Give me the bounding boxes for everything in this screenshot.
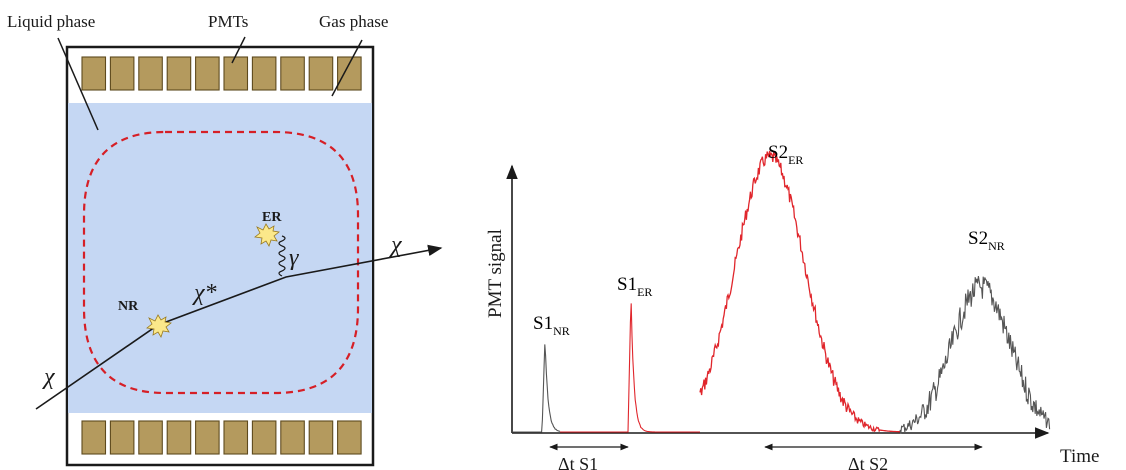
- liquid-phase-label: Liquid phase: [7, 12, 95, 31]
- pmt-tube: [337, 56, 362, 91]
- s1-er-pulse: [560, 303, 700, 433]
- delta-t-s1-label: Δt S1: [558, 454, 598, 470]
- pmt-tube: [138, 56, 163, 91]
- pmt-tube: [166, 56, 192, 91]
- pmt-tube: [109, 56, 135, 91]
- pmt-tube: [109, 420, 135, 455]
- s1-er-sub: ER: [637, 285, 652, 299]
- pmt-tube: [308, 420, 334, 455]
- pmt-tube: [251, 56, 277, 91]
- particle-trajectory: [35, 244, 443, 410]
- pmt-tube: [81, 56, 107, 91]
- pmt-tube: [280, 420, 305, 455]
- bottom-pmt-array: [81, 420, 362, 455]
- s2-nr-pulse: [899, 276, 1051, 434]
- nr-interaction-star: [146, 314, 172, 338]
- pmt-tube: [223, 420, 249, 455]
- fiducial-volume-boundary: [82, 130, 360, 395]
- pmt-tube: [223, 56, 249, 91]
- s1-er-main: S1: [617, 274, 637, 295]
- pmt-tube: [308, 56, 334, 91]
- liquid-xenon-volume: [68, 103, 372, 413]
- y-axis-label: PMT signal: [485, 229, 506, 318]
- detector-diagram: Liquid phase PMTs Gas phase NR ER χ χ* χ…: [7, 12, 443, 467]
- s1-er-label: S1ER: [617, 274, 652, 299]
- pmt-tube: [195, 420, 220, 455]
- pmts-leader: [231, 36, 246, 64]
- s2-nr-main: S2: [968, 228, 988, 249]
- s2-er-pulse: [699, 150, 900, 433]
- nr-label: NR: [118, 299, 139, 314]
- pmt-tube: [280, 56, 305, 91]
- pmt-tube: [166, 420, 192, 455]
- pmt-tube: [337, 420, 362, 455]
- er-label: ER: [262, 210, 282, 225]
- outgoing-chi-label: χ: [389, 232, 403, 258]
- pmt-tube: [138, 420, 163, 455]
- er-interaction-star: [254, 223, 280, 247]
- s2-nr-sub: NR: [988, 239, 1005, 253]
- incoming-chi-label: χ: [42, 364, 56, 390]
- delta-t-s2-label: Δt S2: [848, 454, 888, 470]
- gamma-label: γ: [289, 245, 299, 271]
- scattered-chi-star-label: χ*: [192, 280, 217, 306]
- gas-phase-leader: [331, 39, 363, 97]
- pmt-tube: [251, 420, 277, 455]
- s2-nr-label: S2NR: [968, 228, 1005, 253]
- photon-wavy-line: [278, 235, 286, 277]
- pmts-label: PMTs: [208, 12, 248, 31]
- s1-nr-main: S1: [533, 313, 553, 334]
- s1-nr-pulse: [512, 344, 561, 433]
- pmt-waveform-plot: PMT signal Time S1NR S1ER S2ER S2NR Δt S…: [485, 142, 1099, 470]
- s1-nr-label: S1NR: [533, 313, 570, 338]
- s2-er-main: S2: [768, 142, 788, 163]
- s2-er-sub: ER: [788, 153, 803, 167]
- x-axis-label: Time: [1060, 446, 1099, 467]
- top-pmt-array: [81, 56, 362, 91]
- pmt-tube: [195, 56, 220, 91]
- liquid-phase-leader: [57, 37, 99, 131]
- s2-er-label: S2ER: [768, 142, 803, 167]
- pmt-tube: [81, 420, 107, 455]
- s1-nr-sub: NR: [553, 324, 570, 338]
- gas-phase-label: Gas phase: [319, 12, 388, 31]
